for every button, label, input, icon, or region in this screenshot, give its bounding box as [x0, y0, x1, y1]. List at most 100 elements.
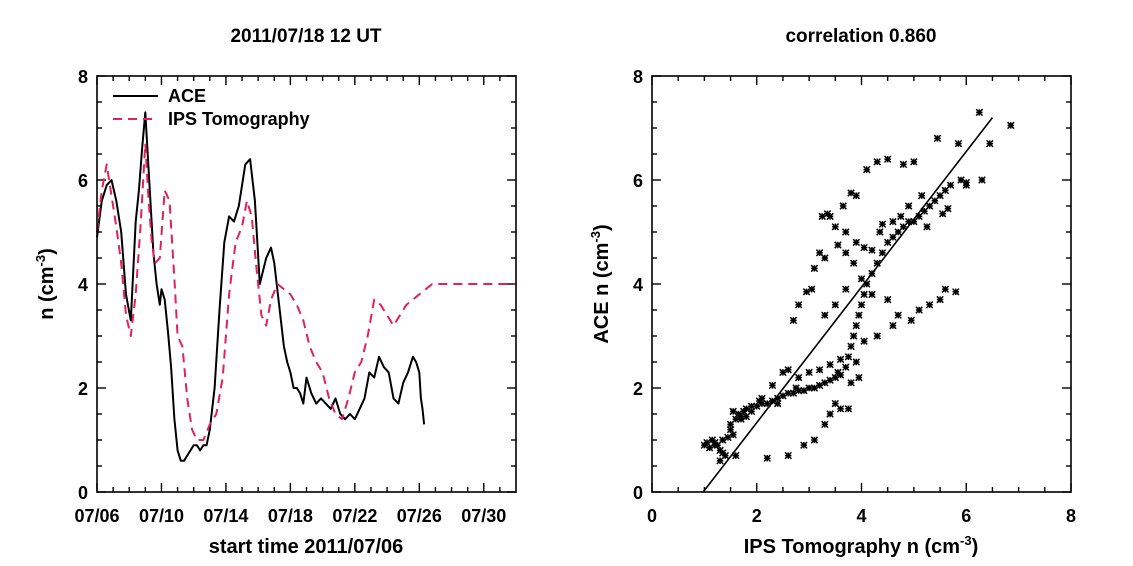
scatter-point [860, 290, 868, 299]
scatter-x-axis-label-main: IPS Tomography n (cm [744, 536, 960, 558]
scatter-point [800, 441, 808, 449]
scatter-point [844, 353, 853, 361]
scatter-point [897, 212, 905, 221]
timeseries-x-tick-label: 07/14 [203, 506, 248, 526]
scatter-point [962, 181, 970, 189]
scatter-point [883, 295, 892, 304]
scatter-point [784, 451, 792, 460]
scatter-point [779, 368, 787, 377]
scatter-point [878, 249, 887, 257]
scatter-point [802, 288, 811, 296]
scatter-point [831, 301, 840, 309]
scatter-point [831, 223, 840, 231]
legend-ace-label: ACE [168, 86, 206, 106]
timeseries-x-tick-label: 07/06 [74, 506, 119, 526]
scatter-point [944, 204, 952, 213]
scatter-point [852, 321, 860, 330]
scatter-point [789, 316, 798, 325]
timeseries-frame [96, 75, 517, 493]
scatter-point [763, 454, 771, 462]
timeseries-x-tick-label: 07/18 [268, 506, 313, 526]
scatter-point [747, 402, 756, 410]
scatter-point [910, 158, 918, 166]
scatter-y-tick-label: 4 [633, 275, 643, 295]
scatter-point [815, 366, 824, 374]
scatter-point [844, 405, 853, 413]
scatter-point [894, 311, 902, 319]
scatter-point [839, 202, 847, 210]
scatter-point [842, 285, 850, 293]
timeseries-x-tick-label: 07/10 [139, 506, 184, 526]
scatter-point [729, 407, 737, 416]
scatter-point [860, 243, 868, 252]
scatter-x-tick-label: 8 [1066, 506, 1076, 526]
scatter-points [700, 108, 1015, 465]
scatter-point [836, 355, 845, 364]
timeseries-y-axis-label: n (cm-3) [33, 248, 58, 320]
scatter-y-tick-label: 0 [633, 483, 643, 503]
scatter-point [794, 373, 803, 382]
scatter-y-tick-labels: 0 2 4 6 8 [633, 67, 643, 503]
scatter-frame [651, 75, 1072, 493]
scatter-x-axis-label: IPS Tomography n (cm-3) [744, 533, 979, 558]
scatter-point [876, 228, 884, 236]
timeseries-x-tick-label: 07/30 [461, 506, 506, 526]
timeseries-x-axis-label: start time 2011/07/06 [209, 536, 404, 558]
scatter-point [852, 358, 860, 366]
timeseries-y-tick-label: 0 [78, 483, 88, 503]
scatter-point [834, 368, 842, 377]
timeseries-ticks [96, 75, 516, 493]
scatter-point [826, 410, 834, 418]
scatter-point [834, 241, 842, 249]
scatter-point [863, 165, 871, 174]
scatter-point [732, 451, 740, 460]
legend: ACE IPS Tomography [113, 86, 310, 129]
scatter-point [810, 264, 819, 273]
scatter-y-axis-label-close: ) [591, 224, 613, 231]
scatter-point [810, 436, 819, 444]
scatter-point [792, 384, 800, 392]
scatter-x-tick-label: 6 [961, 506, 971, 526]
scatter-point [815, 249, 824, 257]
scatter-point [831, 399, 840, 408]
scatter-point [842, 363, 850, 371]
scatter-fit-line [702, 117, 994, 493]
scatter-point [946, 181, 955, 189]
scatter-point [716, 457, 724, 465]
scatter-y-tick-label: 8 [633, 67, 643, 87]
scatter-x-tick-label: 0 [647, 506, 657, 526]
scatter-point [860, 337, 868, 345]
scatter-point [889, 321, 897, 330]
scatter-point [842, 228, 850, 236]
scatter-point [986, 139, 994, 148]
scatter-point [852, 238, 860, 247]
scatter-point [975, 108, 984, 117]
scatter-point [847, 189, 855, 197]
scatter-point [899, 160, 908, 169]
scatter-point [868, 246, 876, 254]
scatter-point [842, 249, 850, 257]
scatter-point [878, 220, 887, 228]
timeseries-series [96, 111, 516, 462]
scatter-point [718, 436, 727, 444]
scatter-point [933, 134, 942, 143]
scatter-title: correlation 0.860 [785, 26, 936, 47]
scatter-point [849, 332, 858, 340]
scatter-point [915, 306, 923, 314]
scatter-y-tick-label: 2 [633, 379, 643, 399]
scatter-y-axis-label: ACE n (cm-3) [588, 224, 613, 343]
scatter-panel: correlation 0.860 0 2 4 6 8 0 2 4 6 8 IPS Tomogr… [588, 26, 1076, 558]
scatter-point [857, 301, 866, 309]
timeseries-x-tick-labels: 07/06 07/10 07/14 07/18 07/22 07/26 07/30 [74, 506, 506, 526]
scatter-point [904, 202, 913, 210]
scatter-point [847, 342, 855, 351]
timeseries-title: 2011/07/18 12 UT [230, 26, 381, 47]
scatter-point [857, 275, 866, 283]
scatter-point [923, 223, 931, 231]
scatter-point [936, 295, 944, 304]
scatter-point [918, 191, 926, 200]
timeseries-y-tick-labels: 0 2 4 6 8 [78, 67, 88, 503]
timeseries-x-tick-label: 07/26 [397, 506, 442, 526]
scatter-x-axis-label-sup: -3 [960, 533, 972, 548]
scatter-y-axis-label-sup: -3 [588, 231, 603, 243]
